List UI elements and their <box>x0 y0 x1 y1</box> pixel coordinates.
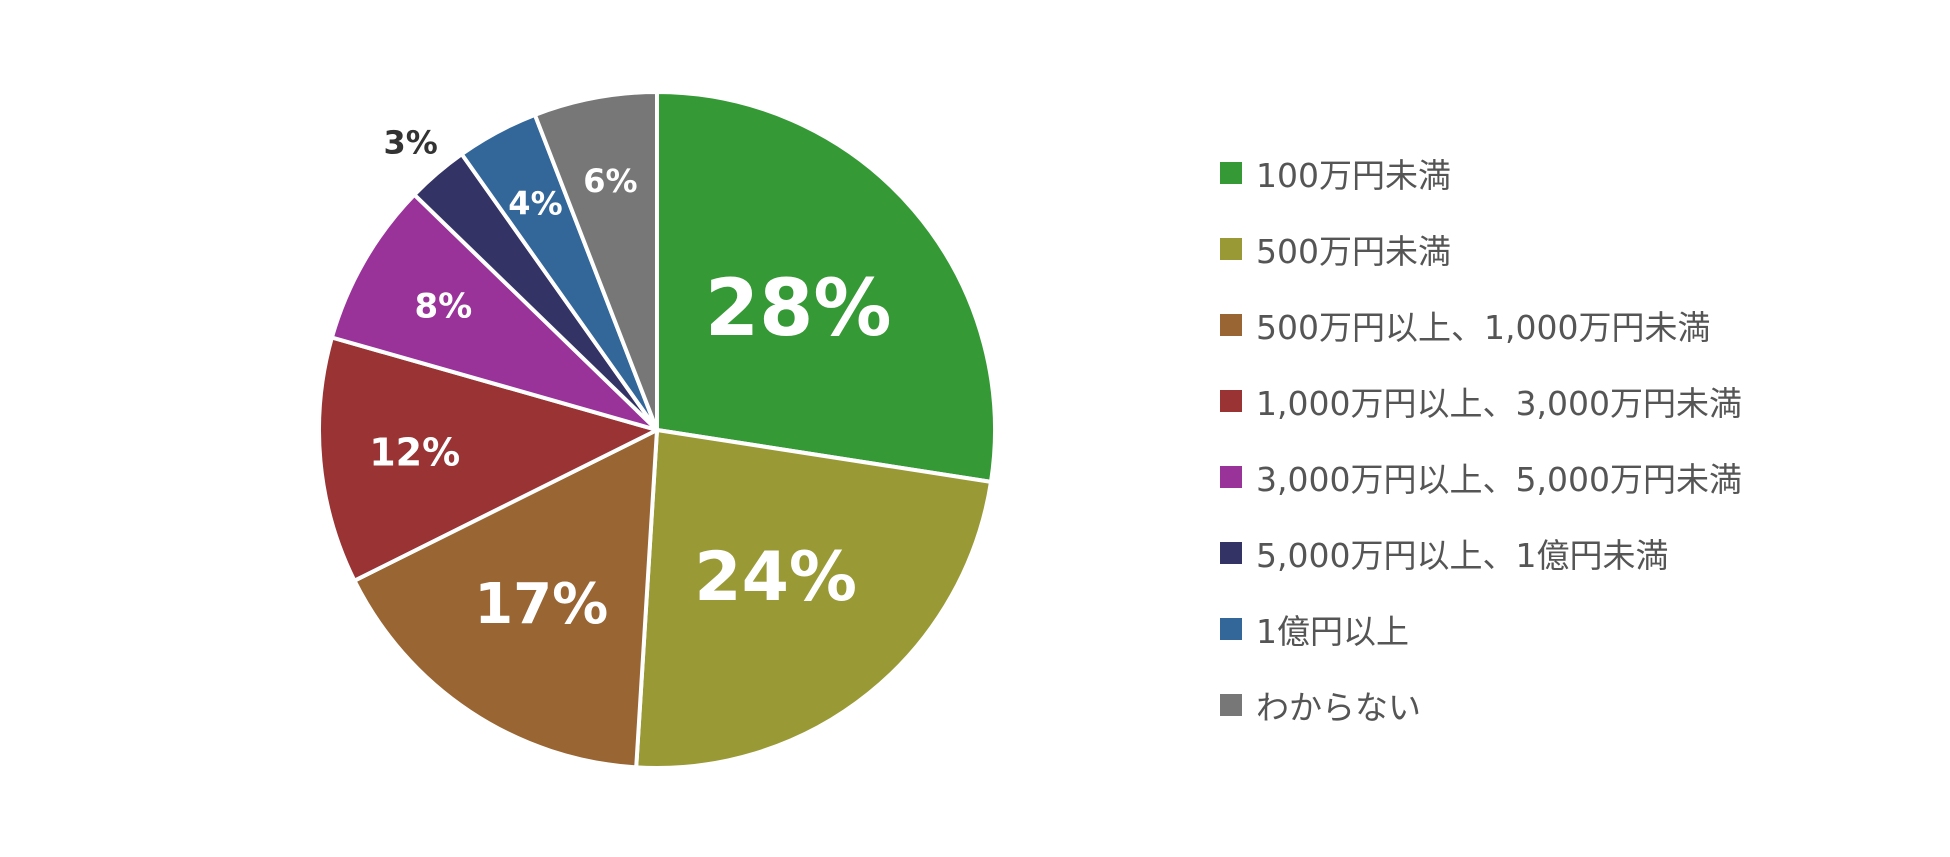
pie-slice <box>352 428 659 770</box>
legend-label: 500万円未満 <box>1256 232 1451 271</box>
pie-slice <box>655 90 997 484</box>
slice-data-label: 3% <box>384 124 438 162</box>
slice-data-label: 24% <box>694 538 857 617</box>
slice-data-label: 6% <box>583 162 637 200</box>
legend-swatch <box>1220 238 1242 260</box>
legend-swatch <box>1220 694 1242 716</box>
pie-slice <box>317 335 659 583</box>
legend-item: 1億円以上 <box>1220 591 1742 667</box>
slice-data-label: 28% <box>705 264 892 354</box>
legend-label: 100万円未満 <box>1256 156 1451 195</box>
legend-swatch <box>1220 162 1242 184</box>
legend-label: 5,000万円以上、1億円未満 <box>1256 536 1669 575</box>
pie-slice <box>532 90 659 432</box>
legend-swatch <box>1220 618 1242 640</box>
legend-item: 500万円以上、1,000万円未満 <box>1220 287 1742 363</box>
chart-legend: 100万円未満 500万円未満 500万円以上、1,000万円未満 1,000万円以上… <box>1220 135 1742 743</box>
pie-slice <box>634 428 993 770</box>
legend-swatch <box>1220 466 1242 488</box>
legend-item: わからない <box>1220 667 1742 743</box>
slice-data-label: 17% <box>474 572 608 637</box>
legend-item: 100万円未満 <box>1220 135 1742 211</box>
legend-item: 1,000万円以上、3,000万円未満 <box>1220 363 1742 439</box>
legend-item: 3,000万円以上、5,000万円未満 <box>1220 439 1742 515</box>
pie-slice <box>329 192 659 432</box>
slice-data-label: 12% <box>369 430 460 474</box>
legend-label: 1,000万円以上、3,000万円未満 <box>1256 384 1742 423</box>
legend-swatch <box>1220 390 1242 412</box>
legend-item: 500万円未満 <box>1220 211 1742 287</box>
legend-item: 5,000万円以上、1億円未満 <box>1220 515 1742 591</box>
legend-swatch <box>1220 314 1242 336</box>
legend-label: 3,000万円以上、5,000万円未満 <box>1256 460 1742 499</box>
legend-swatch <box>1220 542 1242 564</box>
legend-label: わからない <box>1256 688 1421 727</box>
slice-data-label: 8% <box>414 287 472 327</box>
slice-data-label: 4% <box>508 185 562 223</box>
legend-label: 1億円以上 <box>1256 612 1409 651</box>
legend-label: 500万円以上、1,000万円未満 <box>1256 308 1711 347</box>
